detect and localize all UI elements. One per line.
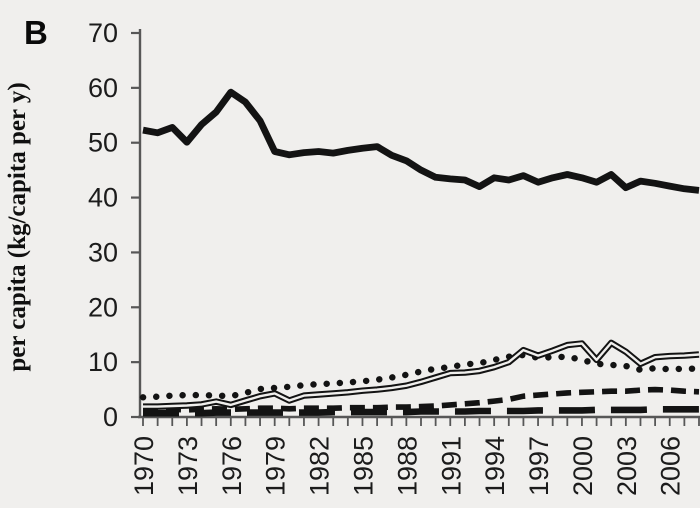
x-tick-label: 1997 (524, 436, 554, 496)
x-tick-label: 2003 (612, 436, 642, 496)
y-tick-label: 40 (88, 183, 118, 213)
x-tick-label: 1979 (261, 436, 291, 496)
x-tick-label: 1973 (173, 436, 203, 496)
x-tick-label: 1970 (129, 436, 159, 496)
x-tick-label: 1982 (305, 436, 335, 496)
axis-layer: 0 10 20 30 40 50 60 70 1970 1973 1976 1979 1982 1985 1… (88, 18, 700, 496)
panel-label: B (24, 14, 48, 51)
series-double-line-core (143, 341, 700, 408)
series-long-dash (143, 405, 699, 417)
series-solid-thick (142, 88, 700, 194)
y-tick-label: 0 (103, 402, 118, 432)
y-tick-label: 20 (88, 292, 118, 322)
y-tick-label: 70 (88, 18, 118, 48)
y-tick-label: 30 (88, 237, 118, 267)
series-layer (139, 88, 700, 417)
x-tick-label: 1991 (436, 436, 466, 496)
x-tick-label: 2000 (568, 436, 598, 496)
x-tick-label: 1994 (480, 436, 510, 496)
x-tick-label: 1985 (348, 436, 378, 496)
series-dotted (139, 351, 700, 401)
series-double-line (143, 339, 700, 410)
x-tick-label: 1976 (217, 436, 247, 496)
y-tick-label: 60 (88, 73, 118, 103)
y-tick-label: 10 (88, 347, 118, 377)
y-tick-label: 50 (88, 128, 118, 158)
x-tick-label: 1988 (392, 436, 422, 496)
x-tick-label: 2006 (656, 436, 686, 496)
series-dashed (143, 386, 700, 413)
y-axis-title: per capita (kg/capita per y) (4, 82, 31, 371)
